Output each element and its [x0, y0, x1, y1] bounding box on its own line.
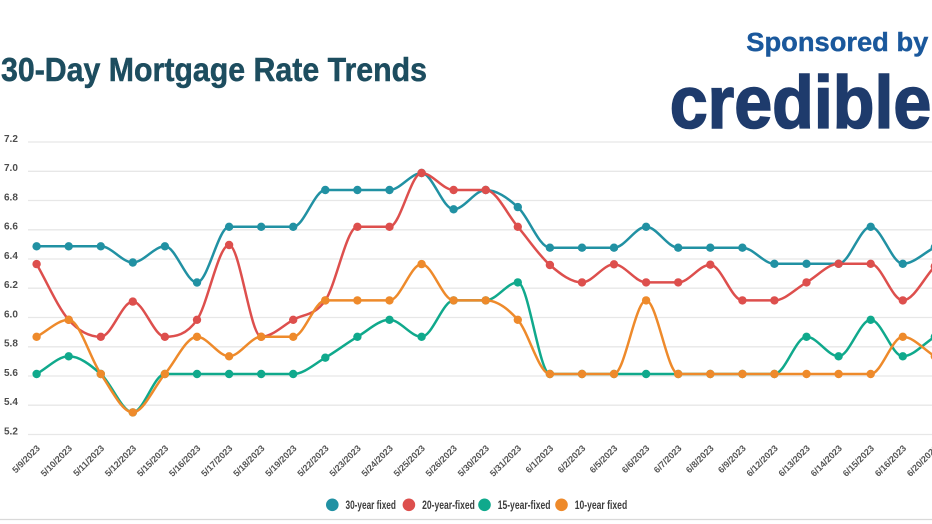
svg-text:15-year-fixed: 15-year-fixed — [498, 498, 551, 512]
svg-text:6.8: 6.8 — [4, 192, 18, 203]
svg-text:7.0: 7.0 — [4, 163, 18, 174]
svg-text:10-year fixed: 10-year fixed — [575, 498, 628, 512]
svg-text:5.2: 5.2 — [4, 426, 18, 437]
svg-text:5.8: 5.8 — [4, 339, 18, 350]
svg-text:5.4: 5.4 — [4, 397, 18, 408]
svg-text:6.6: 6.6 — [4, 222, 18, 233]
svg-text:30-Day Mortgage Rate Trends: 30-Day Mortgage Rate Trends — [1, 52, 427, 89]
svg-text:20-year-fixed: 20-year-fixed — [422, 498, 475, 512]
svg-text:7.2: 7.2 — [4, 134, 18, 145]
svg-text:6.0: 6.0 — [4, 309, 18, 320]
svg-text:Sponsored by: Sponsored by — [746, 27, 928, 57]
svg-text:6.2: 6.2 — [4, 280, 18, 291]
svg-text:30-year fixed: 30-year fixed — [346, 498, 396, 512]
svg-text:5.6: 5.6 — [4, 368, 18, 379]
svg-text:credible: credible — [670, 60, 932, 144]
svg-text:6.4: 6.4 — [4, 251, 18, 262]
